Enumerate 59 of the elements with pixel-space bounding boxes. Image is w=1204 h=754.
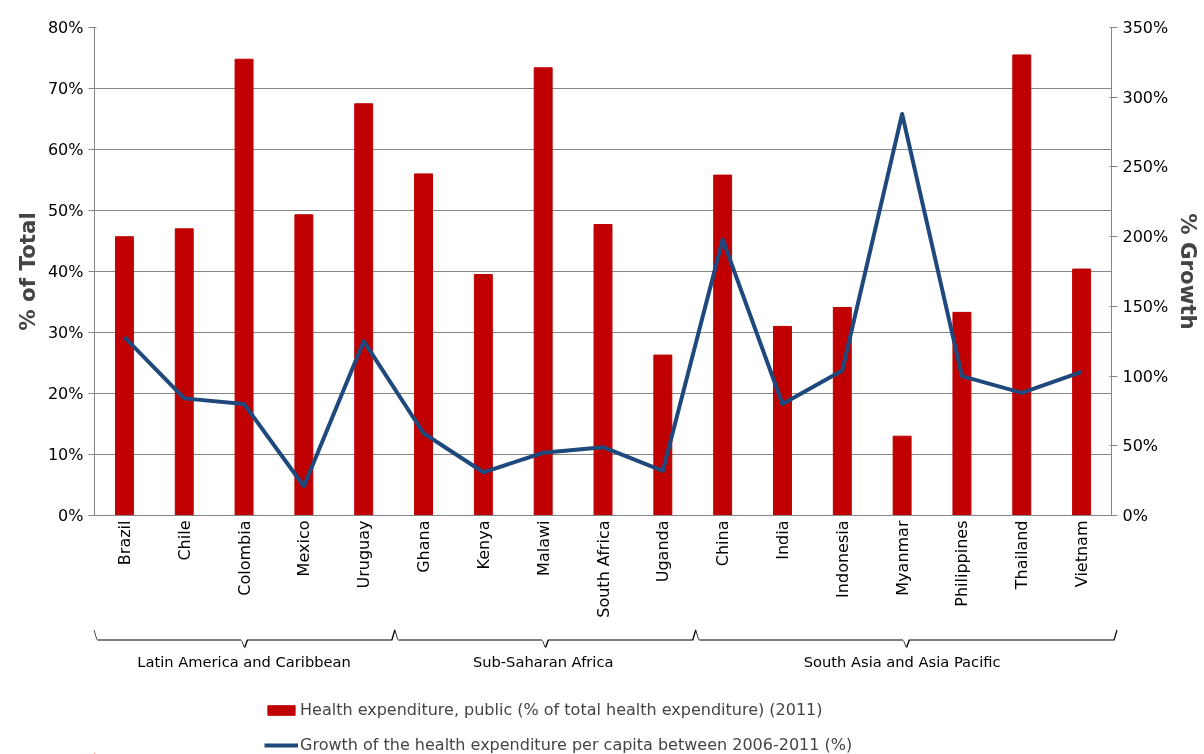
y-axis-title: % of Total (14, 212, 40, 331)
y2-tick-label: 250% (1122, 157, 1169, 177)
x-tick-label: Colombia (234, 520, 254, 596)
bar (593, 224, 613, 516)
y2-tick-label: 50% (1122, 436, 1159, 456)
x-tick-label: South Africa (593, 520, 613, 618)
x-tick-label: India (772, 520, 792, 560)
bar (354, 103, 374, 516)
y-tick-label: 40% (47, 262, 84, 281)
bar (174, 228, 194, 516)
bar (892, 435, 912, 516)
x-tick-label: Myanmar (892, 520, 912, 596)
line-series (122, 111, 1084, 489)
x-tick-label: Brazil (114, 520, 134, 566)
bar (294, 214, 314, 516)
x-tick-label: Uganda (653, 520, 673, 583)
bar (952, 311, 972, 516)
text: South Asia and Asia Pacific (803, 652, 1001, 670)
bar (114, 236, 134, 516)
legend-label: Growth of the health expenditure per capita between 2006-2011 (%) (300, 735, 853, 754)
x-tick-label: Thailand (1012, 520, 1032, 591)
y2-tick-label: 300% (1122, 87, 1169, 107)
x-tick-label: Philippines (952, 520, 972, 607)
x-tick-label: Chile (174, 520, 194, 561)
x-tick-label: Kenya (473, 520, 493, 570)
y-tick-label: 0% (58, 506, 84, 525)
y-tick-label: 30% (47, 323, 84, 342)
legend-label: Health expenditure, public (% of total health expenditure) (2011) (300, 700, 823, 719)
x-tick-label: China (713, 520, 733, 567)
y2-axis-title: % Growth (1176, 213, 1202, 330)
x-tick-label: Indonesia (832, 520, 852, 598)
text: Latin America and Caribbean (137, 652, 351, 670)
x-tick-label: Mexico (294, 520, 314, 577)
x-tick-label: Malawi (533, 520, 553, 576)
y2-tick-label: 100% (1122, 366, 1169, 386)
y-tick-label: 70% (47, 79, 84, 98)
bar (414, 173, 433, 516)
bar (1072, 268, 1092, 516)
y-tick-label: 80% (47, 18, 84, 37)
y-tick-label: 60% (47, 140, 84, 159)
text: Sub-Saharan Africa (472, 652, 614, 670)
y2-tick-label: 150% (1122, 296, 1169, 316)
bar (473, 274, 493, 516)
y2-tick-label: 0% (1122, 506, 1148, 525)
bar (1012, 54, 1032, 516)
y-tick-label: 10% (47, 445, 84, 464)
y2-tick-label: 350% (1122, 18, 1169, 37)
x-tick-label: Ghana (414, 520, 434, 573)
bar (234, 58, 254, 516)
bar (832, 306, 852, 516)
bar (773, 325, 792, 516)
y2-tick-label: 200% (1122, 227, 1169, 247)
y-tick-label: 50% (47, 201, 84, 220)
x-tick-label: Vietnam (1072, 520, 1092, 588)
bar (653, 354, 673, 516)
bar (713, 174, 733, 516)
y-tick-label: 20% (47, 384, 84, 403)
x-tick-label: Uruguay (354, 520, 374, 589)
bar (533, 67, 553, 516)
